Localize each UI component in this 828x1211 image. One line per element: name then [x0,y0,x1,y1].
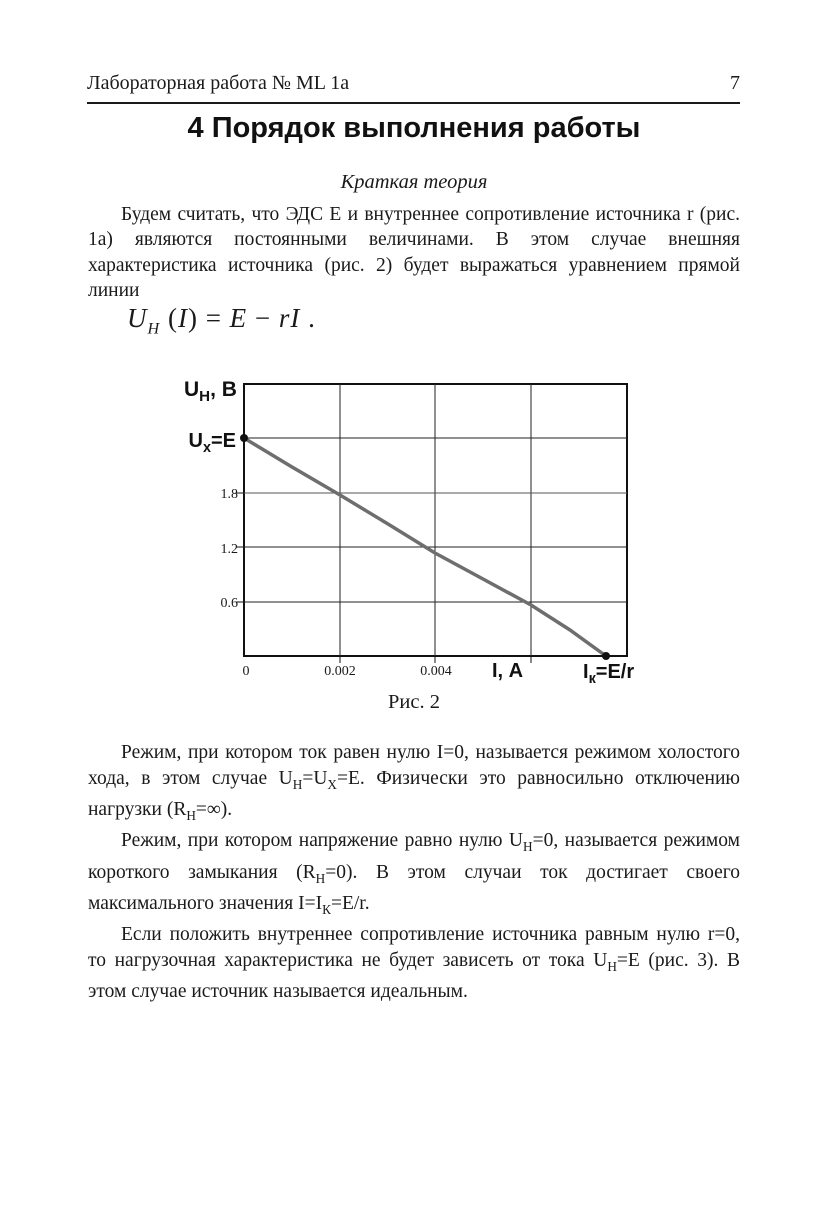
data-line [243,436,608,658]
page-number: 7 [730,72,740,94]
x-axis-label: I, А [492,660,524,682]
annotation-ux-e: Uх=E [188,430,237,456]
header-title: Лабораторная работа № ML 1a [87,72,350,94]
page-header: Лабораторная работа № ML 1a 7 [87,72,740,104]
y-tick-label: 0.6 [221,596,239,611]
paragraph-short-circuit: Режим, при котором напряжение равно нулю… [88,830,741,917]
annotation-ik-er: Iк=E/r [583,661,635,687]
subtitle: Краткая теория [340,171,488,193]
body-paragraphs: Режим, при котором ток равен нулю I=0, н… [88,740,740,1005]
figure-caption: Рис. 2 [388,691,440,713]
chart-canvas: 1.8 1.2 0.6 0 0.002 0.004 [221,383,628,679]
x-tick-label: 0 [243,664,250,679]
figure-2-chart: 1.8 1.2 0.6 0 0.002 0.004 UH, В Uх=E I, … [170,372,640,717]
x-tick-label: 0.004 [420,664,452,679]
paragraph-ideal-source: Если положить внутреннее сопротивление и… [88,924,740,1003]
y-tick-label: 1.8 [221,487,239,502]
intro-paragraph: Будем считать, что ЭДС Е и внутреннее со… [88,204,740,302]
data-point-start [240,434,248,442]
formula: UH (I) = E − rI . [127,303,316,338]
x-tick-label: 0.002 [324,664,356,679]
paragraph-idle-mode: Режим, при котором ток равен нулю I=0, н… [88,742,740,823]
section-title: 4 Порядок выполнения работы [187,112,641,144]
data-point-end [602,652,610,660]
y-axis-label: UH, В [184,378,237,406]
y-tick-label: 1.2 [221,542,239,557]
